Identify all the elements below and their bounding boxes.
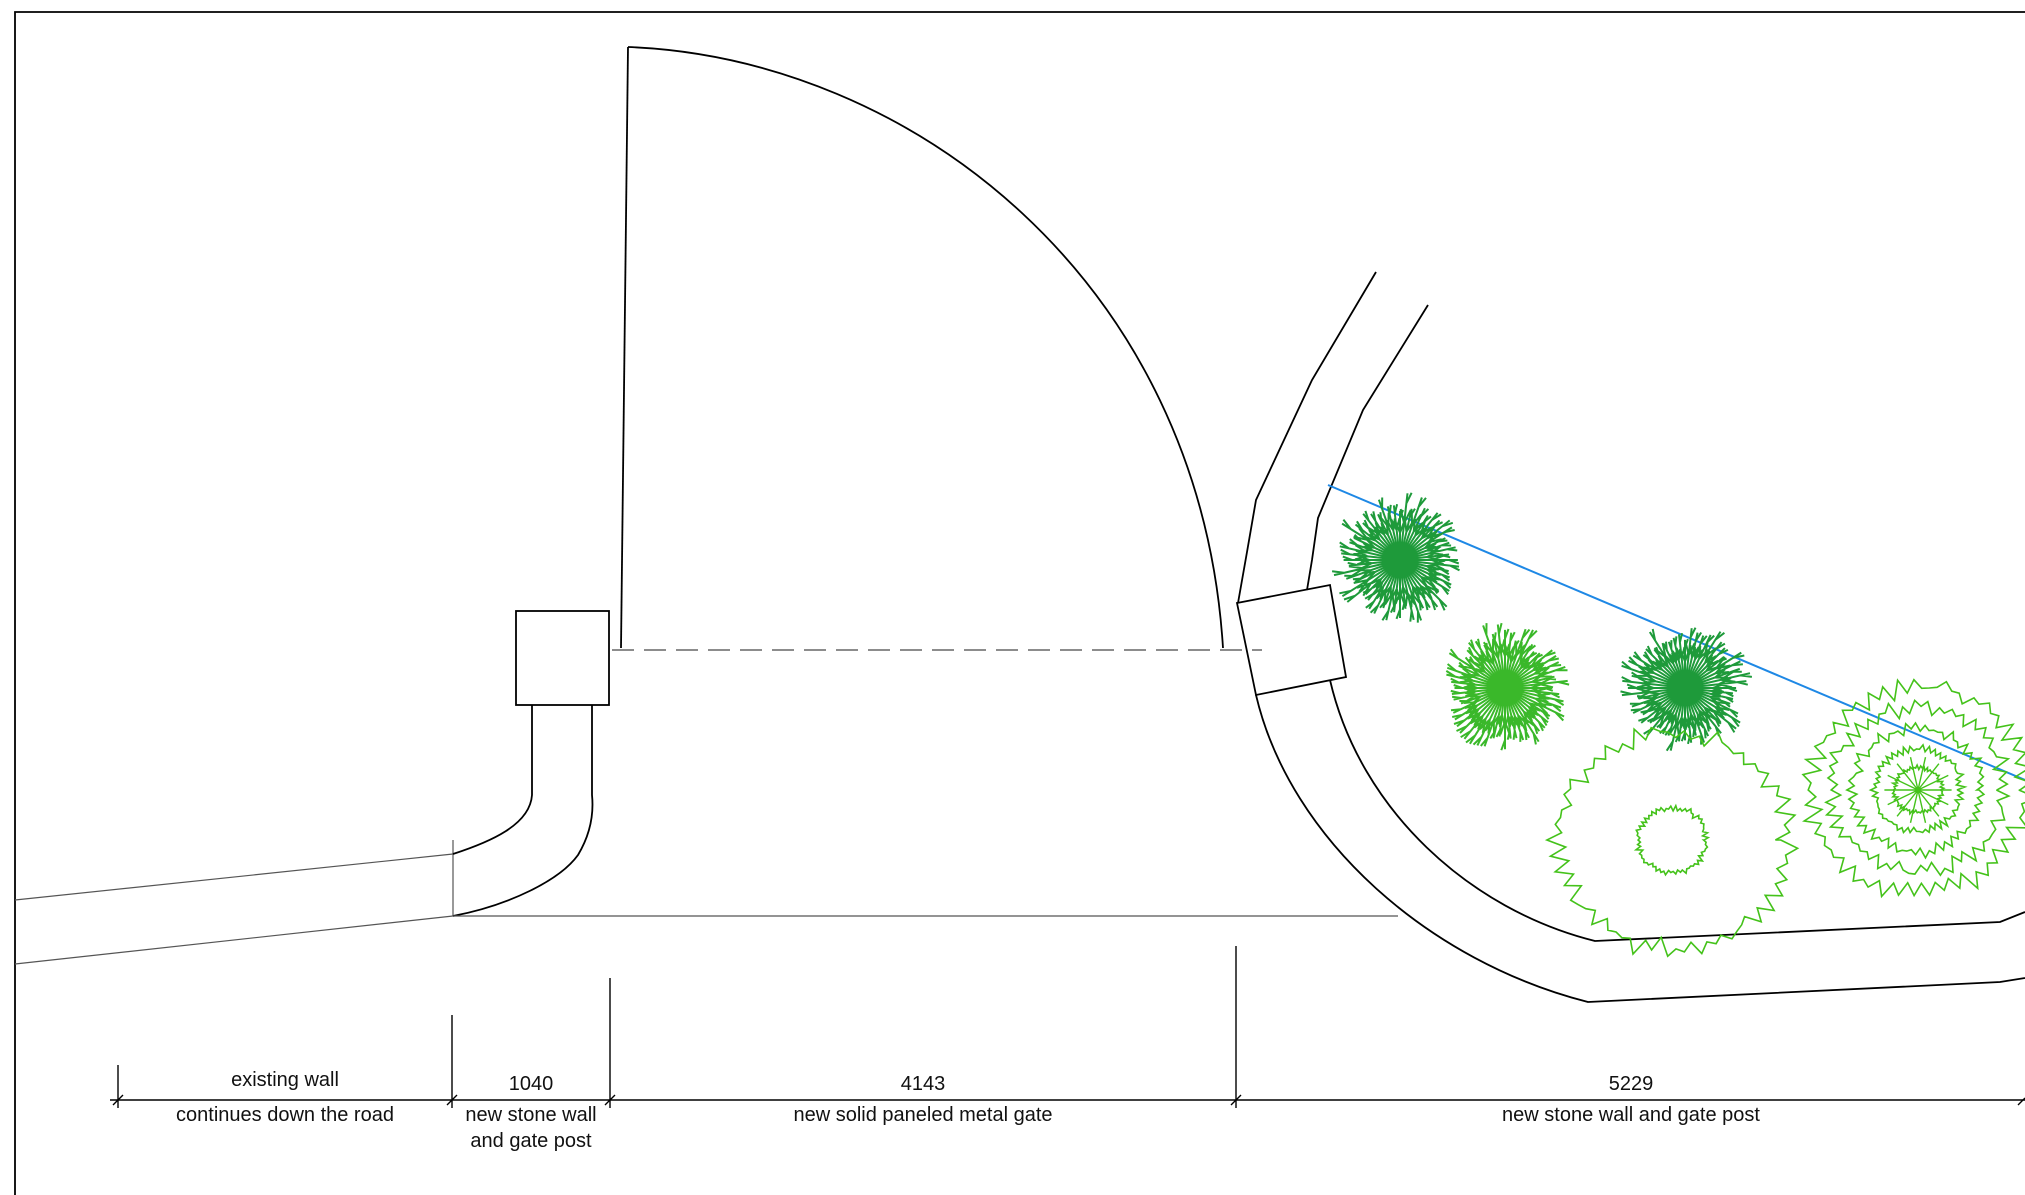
dim-value-stone-wall-left: 1040 [509, 1073, 554, 1095]
sightline [1327, 484, 2025, 781]
existing-wall-note: continues down the road [176, 1104, 394, 1126]
dim-label-stone-wall-left-2: and gate post [470, 1130, 592, 1152]
tree-symbol-1 [1331, 492, 1460, 623]
right-gate-post [1235, 583, 1348, 697]
gate-leaf [620, 46, 629, 649]
shrub-symbol-4 [1544, 726, 1800, 958]
dim-value-gate: 4143 [901, 1073, 946, 1095]
tree-symbol-2 [1445, 622, 1570, 751]
gate-swing-arc [627, 46, 1224, 649]
right-stone-wall [1237, 271, 2025, 1003]
existing-wall [14, 840, 454, 965]
existing-wall-label: existing wall [231, 1069, 339, 1091]
left-stone-wall [452, 610, 610, 917]
dim-label-stone-wall-right: new stone wall and gate post [1502, 1104, 1760, 1126]
dimension-lines [110, 946, 2025, 1108]
dim-label-gate: new solid paneled metal gate [793, 1104, 1052, 1126]
dim-label-stone-wall-left-1: new stone wall [465, 1104, 596, 1126]
shrub-symbol-5 [1801, 678, 2025, 899]
left-gate-post [515, 610, 610, 706]
tree-symbol-3 [1620, 627, 1753, 752]
dimension-labels: existing wall continues down the road 10… [176, 1069, 1760, 1152]
drawing-frame [14, 11, 2025, 1195]
gate-swing [612, 46, 1262, 651]
planting-group [1331, 492, 2025, 958]
dim-value-stone-wall-right: 5229 [1609, 1073, 1654, 1095]
